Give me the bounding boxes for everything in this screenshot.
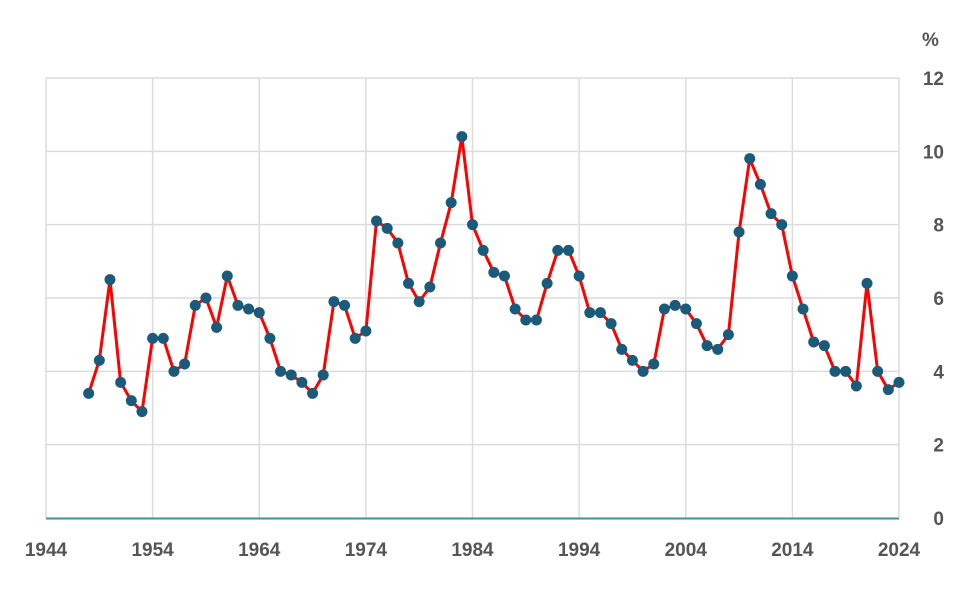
data-point-marker	[381, 222, 393, 234]
y-tick-label: 6	[933, 289, 944, 310]
data-point-marker	[765, 208, 777, 220]
data-point-marker	[104, 274, 116, 286]
data-point-marker	[552, 244, 564, 256]
data-point-marker	[573, 270, 585, 282]
data-point-marker	[733, 226, 745, 238]
data-point-marker	[413, 296, 425, 308]
data-point-marker	[360, 325, 372, 337]
data-point-marker	[467, 219, 478, 231]
data-point-marker	[435, 237, 447, 249]
data-point-marker	[850, 380, 862, 392]
y-tick-label: 4	[933, 362, 944, 383]
data-point-marker	[797, 303, 809, 315]
series-markers	[83, 131, 905, 418]
data-point-marker	[712, 343, 724, 355]
y-axis-tick-labels: 0 2 4 6 8 10 12	[923, 69, 945, 530]
data-point-marker	[424, 281, 436, 293]
data-point-marker	[83, 387, 95, 399]
data-point-marker	[893, 376, 905, 388]
x-tick-label: 1944	[25, 540, 68, 561]
data-point-marker	[616, 343, 628, 355]
data-point-marker	[520, 314, 532, 326]
x-tick-label: 1964	[238, 540, 281, 561]
data-point-marker	[562, 244, 574, 256]
data-point-marker	[669, 299, 681, 311]
x-tick-label: 1984	[451, 540, 494, 561]
data-point-marker	[754, 178, 766, 190]
data-point-marker	[744, 153, 756, 165]
data-point-marker	[861, 277, 873, 289]
data-point-marker	[285, 369, 297, 381]
data-point-marker	[243, 303, 255, 315]
y-tick-label: 12	[923, 69, 944, 90]
x-tick-label: 1954	[131, 540, 174, 561]
data-point-marker	[168, 365, 180, 377]
x-tick-label: 2004	[665, 540, 708, 561]
data-point-marker	[296, 376, 308, 388]
data-point-marker	[147, 332, 159, 344]
grid-lines	[45, 77, 900, 518]
data-point-marker	[658, 303, 670, 315]
x-tick-label: 1994	[558, 540, 601, 561]
data-point-marker	[221, 270, 233, 282]
data-point-marker	[786, 270, 798, 282]
data-point-marker	[701, 340, 713, 352]
data-point-marker	[605, 318, 617, 330]
data-point-marker	[840, 365, 852, 377]
y-tick-label: 10	[923, 142, 944, 163]
y-tick-label: 0	[933, 509, 944, 530]
y-tick-label: 8	[933, 216, 944, 237]
data-point-marker	[93, 354, 105, 366]
data-point-marker	[307, 387, 319, 399]
data-point-marker	[829, 365, 841, 377]
data-point-marker	[722, 329, 734, 341]
data-point-marker	[594, 307, 606, 319]
data-point-marker	[637, 365, 649, 377]
data-point-marker	[264, 332, 276, 344]
data-point-marker	[189, 299, 201, 311]
data-point-marker	[392, 237, 404, 249]
data-point-marker	[626, 354, 638, 366]
data-point-marker	[232, 299, 244, 311]
data-point-marker	[648, 358, 660, 370]
data-point-marker	[328, 296, 340, 308]
data-point-marker	[680, 303, 692, 315]
data-point-marker	[339, 299, 351, 311]
data-point-marker	[179, 358, 191, 370]
data-point-marker	[541, 277, 553, 289]
data-point-marker	[584, 307, 596, 319]
data-point-marker	[818, 340, 830, 352]
data-point-marker	[690, 318, 702, 330]
x-tick-label: 2014	[771, 540, 814, 561]
data-point-marker	[445, 197, 457, 209]
x-tick-label: 2024	[878, 540, 921, 561]
data-point-marker	[872, 365, 884, 377]
data-point-marker	[211, 321, 223, 333]
data-point-marker	[498, 270, 510, 282]
data-point-marker	[808, 336, 820, 348]
data-point-marker	[477, 244, 489, 256]
data-point-marker	[136, 406, 148, 418]
data-point-marker	[157, 332, 169, 344]
data-point-marker	[317, 369, 329, 381]
data-point-marker	[403, 277, 415, 289]
data-point-marker	[349, 332, 361, 344]
data-point-marker	[115, 376, 127, 388]
data-point-marker	[456, 131, 468, 143]
data-point-marker	[509, 303, 521, 315]
data-point-marker	[776, 219, 788, 231]
x-tick-label: 1974	[345, 540, 388, 561]
data-point-marker	[200, 292, 212, 304]
data-point-marker	[882, 384, 894, 396]
y-axis-unit-label: %	[922, 30, 939, 51]
x-axis-tick-labels: 1944 1954 1964 1974 1984 1994 2004 2014 2024	[25, 540, 921, 561]
data-point-marker	[125, 395, 137, 407]
data-point-marker	[488, 266, 500, 278]
data-point-marker	[253, 307, 265, 319]
data-point-marker	[530, 314, 542, 326]
y-tick-label: 2	[933, 436, 944, 457]
data-point-marker	[275, 365, 287, 377]
data-point-marker	[371, 215, 383, 227]
